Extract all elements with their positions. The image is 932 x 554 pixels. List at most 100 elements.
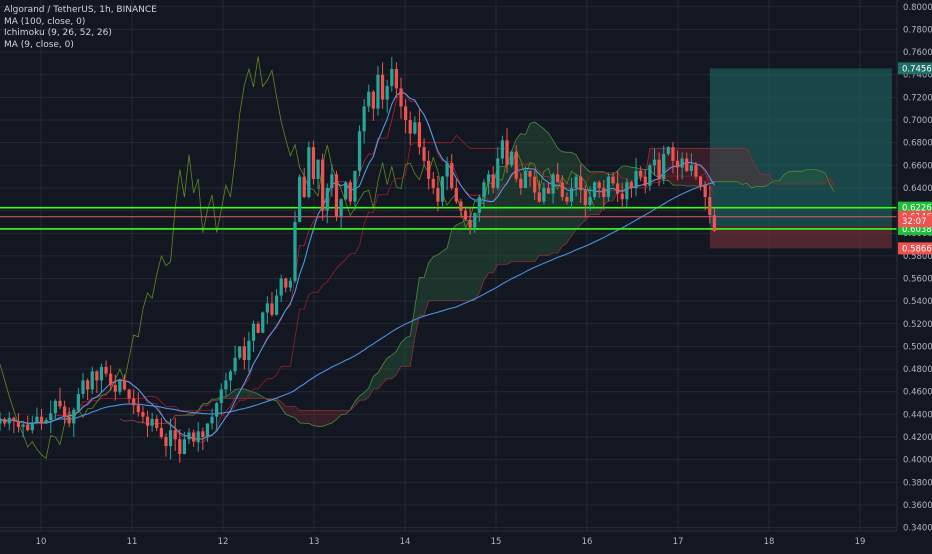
cloud-segment: [456, 222, 461, 301]
candle-body: [104, 366, 108, 374]
candle-body: [307, 147, 311, 198]
cloud-segment: [746, 148, 752, 188]
x-tick-label: 19: [855, 537, 866, 547]
candle-body: [666, 147, 670, 154]
legend-ma9[interactable]: MA (9, close, 0): [4, 39, 74, 50]
candle-body: [643, 176, 647, 186]
cloud-segment: [571, 152, 577, 237]
cloud-segment: [557, 148, 563, 254]
candle-body: [141, 412, 145, 417]
y-tick-label: 0.3600: [903, 501, 932, 511]
cloud-segment: [336, 410, 342, 420]
cloud-segment: [428, 256, 434, 301]
legend-ichimoku[interactable]: Ichimoku (9, 26, 52, 26): [4, 28, 112, 38]
senkou-span-b: [119, 147, 835, 425]
candle-body: [279, 278, 283, 296]
y-tick-label: 0.7000: [903, 116, 932, 126]
cloud-segment: [719, 148, 724, 182]
cloud-segment: [829, 177, 835, 192]
cloud-segment: [465, 220, 471, 301]
candle-body: [413, 122, 417, 134]
cloud-segment: [387, 355, 392, 379]
x-tick-label: 12: [218, 537, 229, 547]
cloud-segment: [331, 410, 337, 423]
cloud-segment: [815, 169, 821, 184]
cloud-segment: [525, 123, 531, 262]
candle-body: [316, 159, 320, 179]
cloud-segment: [451, 225, 457, 301]
cloud-segment: [811, 169, 816, 184]
candle-body: [519, 178, 523, 188]
candle-body: [662, 153, 666, 179]
legend-ma100[interactable]: MA (100, close, 0): [4, 16, 86, 27]
candle-body: [53, 400, 57, 414]
candle-body: [685, 158, 689, 171]
candle-body: [408, 120, 412, 134]
candle-body: [712, 215, 717, 231]
kijun-line: [0, 134, 715, 425]
cloud-segment: [322, 410, 328, 427]
candle-body: [95, 371, 99, 381]
candle-body: [113, 384, 117, 392]
cloud-segment: [424, 262, 429, 316]
candle-body: [321, 159, 325, 211]
cloud-segment: [212, 399, 217, 401]
position-box[interactable]: [709, 68, 892, 249]
candle-body: [652, 159, 657, 166]
candle-body: [39, 416, 44, 424]
cloud-segment: [737, 148, 743, 185]
cloud-segment: [447, 229, 452, 301]
cloud-segment: [530, 121, 535, 262]
y-tick-label: 0.4400: [903, 410, 932, 420]
candle-body: [533, 176, 537, 193]
candle-body: [463, 210, 468, 220]
candle-body: [182, 439, 187, 455]
cloud-segment: [281, 401, 286, 415]
cloud-segment: [470, 220, 475, 301]
candle-body: [542, 187, 546, 202]
candle-body: [454, 187, 458, 202]
candle-body: [72, 409, 76, 424]
cloud-segment: [354, 395, 360, 406]
cloud-segment: [755, 166, 761, 187]
candle-body: [477, 197, 481, 213]
candle-body: [99, 366, 104, 381]
candle-body: [648, 165, 652, 186]
cloud-segment: [539, 125, 544, 256]
candle-body: [298, 176, 302, 222]
candle-body: [159, 427, 163, 438]
cloud-segment: [318, 410, 323, 427]
candle-body: [362, 106, 366, 132]
candle-body: [602, 187, 606, 198]
candle-body: [228, 371, 233, 381]
cloud-segment: [248, 390, 254, 399]
legend-symbol-title[interactable]: Algorand / TetherUS, 1h, BINANCE: [4, 5, 157, 15]
candle-body: [109, 373, 113, 385]
x-tick-label: 11: [127, 537, 138, 547]
cloud-segment: [410, 307, 415, 367]
chart-legend[interactable]: Algorand / TetherUS, 1h, BINANCE MA (100…: [4, 5, 157, 51]
price-tag-bg: [898, 242, 932, 255]
y-tick-label: 0.3400: [903, 524, 932, 534]
cloud-segment: [774, 180, 779, 184]
candle-body: [136, 405, 140, 413]
candle-body: [261, 312, 265, 333]
candle-body: [639, 170, 643, 177]
candle-body: [219, 389, 223, 404]
y-tick-label: 0.5200: [903, 320, 932, 330]
candle-body: [698, 176, 703, 186]
y-tick-label: 0.3800: [903, 478, 932, 488]
candle-body: [288, 280, 293, 288]
candle-body: [417, 122, 422, 148]
candle-body: [344, 182, 348, 200]
countdown-tag-bg: [898, 215, 932, 228]
candle-body: [256, 323, 260, 333]
cloud-segment: [543, 128, 549, 256]
price-tag: 0.5866: [902, 244, 932, 254]
candle-body: [145, 416, 150, 426]
candle-body: [399, 88, 403, 107]
candle-body: [30, 422, 34, 431]
horizontal-lines[interactable]: [0, 206, 897, 230]
